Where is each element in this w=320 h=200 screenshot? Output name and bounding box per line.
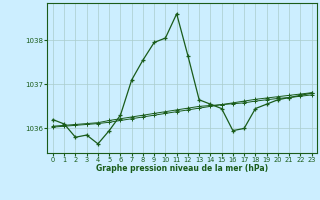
X-axis label: Graphe pression niveau de la mer (hPa): Graphe pression niveau de la mer (hPa)	[96, 164, 268, 173]
